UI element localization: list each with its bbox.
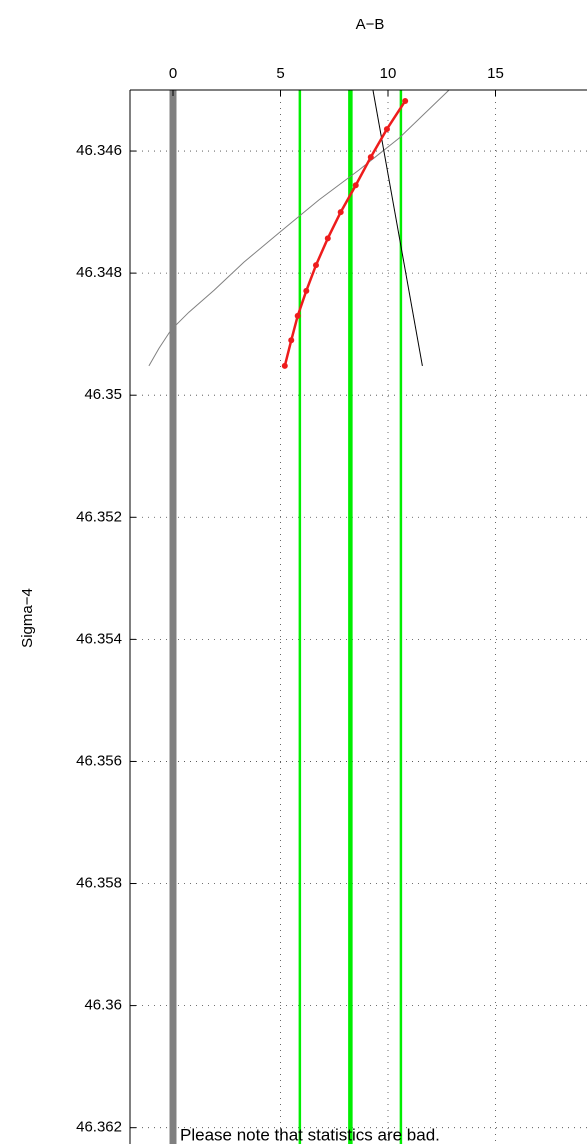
chart-title: A−B — [356, 16, 385, 33]
line — [283, 100, 407, 367]
annotation: Please note that statistics are bad. — [180, 1125, 440, 1144]
y-tick-label: 46.352 — [76, 508, 122, 525]
marker — [337, 209, 344, 216]
y-tick-label: 46.348 — [76, 264, 122, 281]
marker — [402, 97, 409, 104]
y-tick-label: 46.354 — [76, 630, 122, 647]
marker — [281, 362, 288, 369]
marker — [352, 182, 359, 189]
y-tick-label: 46.35 — [84, 386, 122, 403]
plot-area — [130, 90, 587, 1144]
marker — [303, 287, 310, 294]
x-tick-label: 5 — [276, 65, 284, 82]
line — [372, 90, 423, 366]
y-tick-label: 46.356 — [76, 752, 122, 769]
y-tick-label: 46.36 — [84, 997, 122, 1014]
x-tick-label: 0 — [169, 65, 177, 82]
marker — [383, 126, 390, 133]
marker — [294, 312, 301, 319]
marker — [288, 337, 295, 344]
y-tick-label: 46.346 — [76, 142, 122, 159]
x-tick-label: 15 — [487, 65, 504, 82]
x-tick-label: 10 — [380, 65, 397, 82]
y-tick-label: 46.362 — [76, 1119, 122, 1136]
marker — [367, 154, 374, 161]
marker — [324, 235, 331, 242]
marker — [312, 262, 319, 269]
y-axis-label: Sigma−4 — [19, 588, 36, 648]
y-tick-label: 46.358 — [76, 874, 122, 891]
